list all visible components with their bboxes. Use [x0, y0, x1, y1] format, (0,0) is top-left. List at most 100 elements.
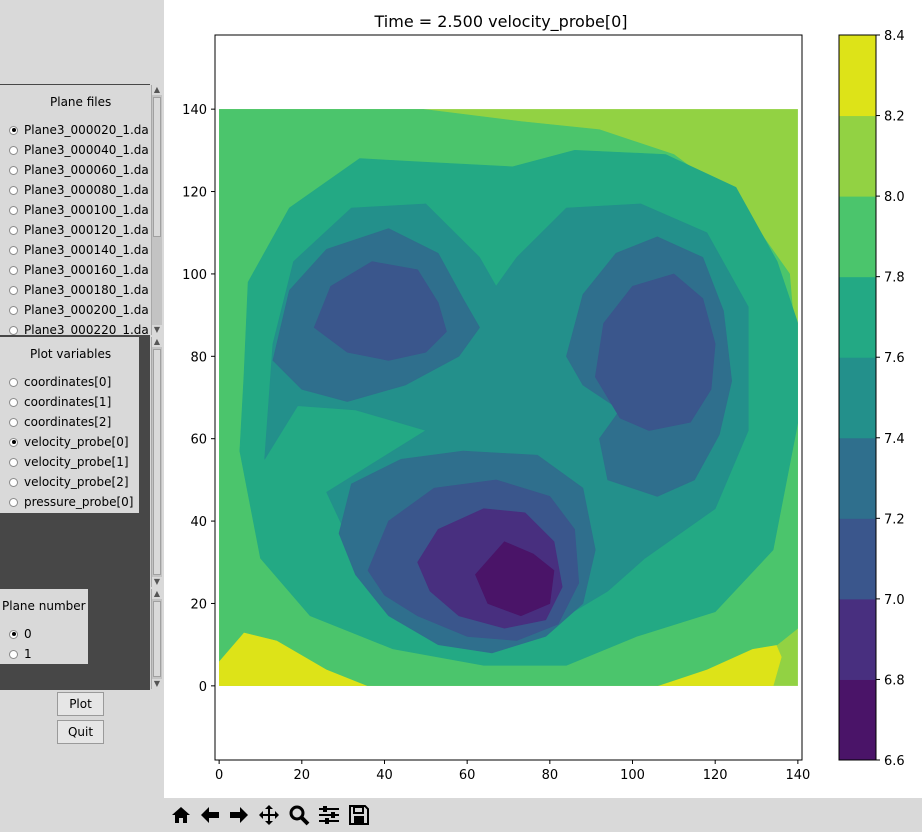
plane-file-radio-item[interactable]: Plane3_000100_1.da [9, 200, 149, 220]
pan-move-icon[interactable] [256, 802, 282, 828]
plot-variable-radio-label: velocity_probe[1] [24, 455, 129, 469]
x-tick-label: 120 [703, 768, 728, 783]
contour-level-7.0-7.2 [594, 273, 716, 431]
radio-button-icon[interactable] [9, 125, 18, 135]
radio-button-icon[interactable] [9, 285, 18, 295]
plot-variable-radio-item[interactable]: velocity_probe[0] [9, 432, 129, 452]
radio-button-icon[interactable] [9, 457, 18, 467]
navigation-toolbar [164, 798, 922, 832]
plane-number-title: Plane number [2, 599, 86, 613]
home-icon[interactable] [168, 802, 194, 828]
plot-variable-radio-label: coordinates[0] [24, 375, 112, 389]
colorbar-segment [839, 357, 876, 439]
control-panel: Plane files Plane3_000020_1.da Plane3_000… [0, 0, 164, 832]
figure-canvas: Time = 2.500 velocity_probe[0] 0 20 40 60 80… [164, 0, 922, 798]
x-tick-label: 40 [376, 768, 393, 783]
radio-button-icon[interactable] [9, 477, 18, 487]
scroll-up-arrow-icon[interactable]: ▲ [152, 85, 162, 95]
scroll-thumb[interactable] [153, 349, 161, 575]
y-tick-label: 40 [190, 515, 207, 530]
plane-file-radio-label: Plane3_000220_1.da [24, 323, 149, 335]
plane-file-radio-label: Plane3_000100_1.da [24, 203, 149, 217]
radio-button-icon[interactable] [9, 205, 18, 215]
scroll-down-arrow-icon[interactable]: ▼ [152, 577, 162, 587]
plane-file-radio-label: Plane3_000160_1.da [24, 263, 149, 277]
plane-number-scrollbar[interactable]: ▲ ▼ [151, 589, 162, 689]
plane-file-radio-item[interactable]: Plane3_000220_1.da [9, 320, 149, 335]
radio-button-icon[interactable] [9, 649, 18, 659]
colorbar-segment [839, 598, 876, 680]
scroll-thumb[interactable] [153, 97, 161, 237]
plane-number-radio-item[interactable]: 1 [9, 644, 32, 664]
scroll-thumb[interactable] [153, 601, 161, 677]
plane-file-radio-label: Plane3_000080_1.da [24, 183, 149, 197]
plane-file-radio-label: Plane3_000120_1.da [24, 223, 149, 237]
plane-file-radio-label: Plane3_000020_1.da [24, 123, 149, 137]
contour-fills [219, 109, 798, 686]
x-tick-label: 20 [294, 768, 311, 783]
plane-file-radio-item[interactable]: Plane3_000160_1.da [9, 260, 149, 280]
colorbar-segment [839, 679, 876, 761]
plane-file-radio-item[interactable]: Plane3_000060_1.da [9, 160, 149, 180]
plane-number-list: Plane number 0 1 [0, 589, 88, 664]
colorbar-tick-label: 7.0 [884, 593, 905, 608]
plane-file-radio-item[interactable]: Plane3_000020_1.da [9, 120, 149, 140]
plot-variable-radio-item[interactable]: velocity_probe[1] [9, 452, 129, 472]
plane-file-radio-item[interactable]: Plane3_000180_1.da [9, 280, 149, 300]
quit-button[interactable]: Quit [57, 720, 104, 744]
radio-button-icon[interactable] [9, 225, 18, 235]
plane-file-radio-item[interactable]: Plane3_000080_1.da [9, 180, 149, 200]
radio-button-icon[interactable] [9, 305, 18, 315]
plane-number-radio-item[interactable]: 0 [9, 624, 32, 644]
forward-arrow-icon[interactable] [226, 802, 252, 828]
plane-file-radio-label: Plane3_000040_1.da [24, 143, 149, 157]
colorbar-segment [839, 35, 876, 117]
radio-button-icon[interactable] [9, 185, 18, 195]
colorbar-segment [839, 196, 876, 278]
radio-button-icon[interactable] [9, 245, 18, 255]
save-floppy-icon[interactable] [346, 802, 372, 828]
radio-button-icon[interactable] [9, 377, 18, 387]
radio-button-icon[interactable] [9, 325, 18, 335]
contour-level-6.6-6.8 [475, 541, 555, 617]
plane-file-radio-label: Plane3_000200_1.da [24, 303, 149, 317]
radio-button-icon[interactable] [9, 145, 18, 155]
radio-button-icon[interactable] [9, 629, 18, 639]
y-tick-label: 120 [182, 186, 207, 201]
radio-button-icon[interactable] [9, 437, 18, 447]
plane-file-radio-item[interactable]: Plane3_000120_1.da [9, 220, 149, 240]
back-arrow-icon[interactable] [197, 802, 223, 828]
x-tick-label: 0 [215, 768, 223, 783]
plot-variable-radio-label: coordinates[1] [24, 395, 112, 409]
x-tick-label: 60 [459, 768, 476, 783]
plane-files-scrollbar[interactable]: ▲ ▼ [151, 85, 162, 335]
plane-file-radio-item[interactable]: Plane3_000140_1.da [9, 240, 149, 260]
plot-variable-radio-label: velocity_probe[2] [24, 475, 129, 489]
radio-button-icon[interactable] [9, 265, 18, 275]
scroll-up-arrow-icon[interactable]: ▲ [152, 589, 162, 599]
scroll-down-arrow-icon[interactable]: ▼ [152, 325, 162, 335]
axes-frame [214, 34, 803, 761]
plot-variable-radio-item[interactable]: coordinates[2] [9, 412, 111, 432]
radio-button-icon[interactable] [9, 417, 18, 427]
plane-file-radio-item[interactable]: Plane3_000040_1.da [9, 140, 149, 160]
plot-button[interactable]: Plot [57, 692, 104, 716]
configure-subplots-icon[interactable] [316, 802, 342, 828]
colorbar-tick-label: 8.0 [884, 190, 905, 205]
colorbar-tick-label: 8.2 [884, 110, 905, 125]
plot-variable-radio-item[interactable]: coordinates[0] [9, 372, 111, 392]
plot-variable-radio-item[interactable]: coordinates[1] [9, 392, 111, 412]
radio-button-icon[interactable] [9, 165, 18, 175]
plot-variable-radio-item[interactable]: pressure_probe[0] [9, 492, 133, 512]
scroll-up-arrow-icon[interactable]: ▲ [152, 337, 162, 347]
scroll-down-arrow-icon[interactable]: ▼ [152, 679, 162, 689]
radio-button-icon[interactable] [9, 497, 18, 507]
plane-number-radio-label: 0 [24, 627, 32, 641]
colorbar-tick-label: 6.6 [884, 754, 905, 769]
radio-button-icon[interactable] [9, 397, 18, 407]
plane-file-radio-item[interactable]: Plane3_000200_1.da [9, 300, 149, 320]
x-tick-label: 140 [785, 768, 810, 783]
zoom-magnifier-icon[interactable] [286, 802, 312, 828]
plot-variables-scrollbar[interactable]: ▲ ▼ [151, 337, 162, 587]
plot-variable-radio-item[interactable]: velocity_probe[2] [9, 472, 129, 492]
